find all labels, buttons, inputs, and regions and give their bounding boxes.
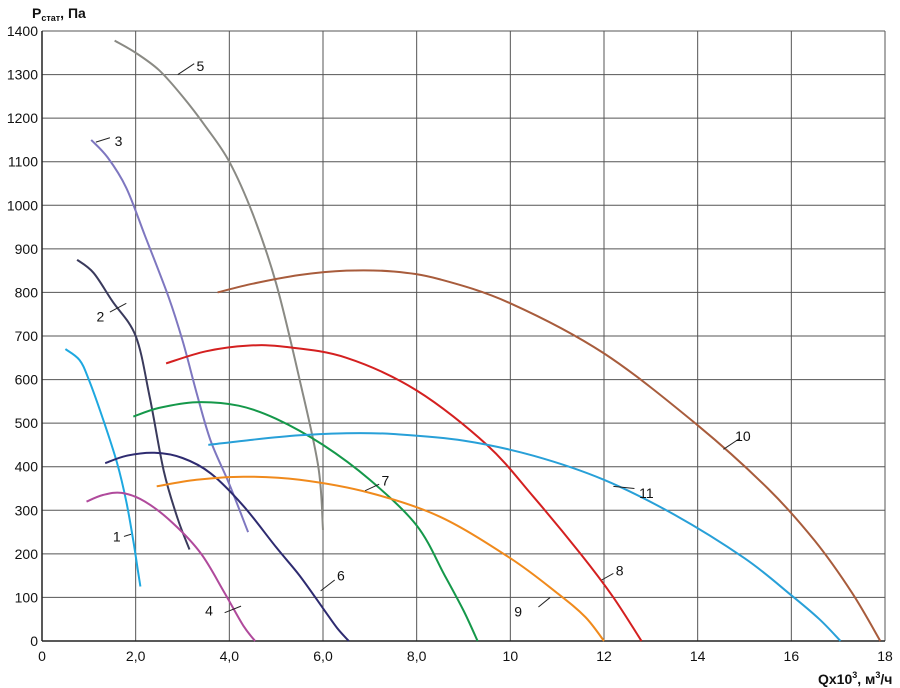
grid: [42, 30, 886, 641]
tick-labels: 0 2,0 4,0 6,0 8,0 10 12 14 16 1801002003004005006…: [7, 23, 893, 664]
series-curve-4: [86, 491, 256, 642]
series-curve-9: [156, 475, 605, 642]
curve-label-7: 7: [382, 473, 390, 489]
y-tick-label: 1000: [7, 197, 38, 213]
y-tick-label: 400: [15, 459, 39, 475]
y-tick-label: 200: [15, 546, 39, 562]
x-tick-label: 4,0: [220, 648, 240, 664]
curve-label-4: 4: [205, 603, 213, 619]
leader-line-7: [364, 483, 380, 492]
series-curve-8: [165, 344, 643, 642]
x-tick-label: 12: [596, 648, 612, 664]
axes: [41, 31, 885, 642]
leader-line-4: [224, 605, 242, 614]
leader-line-10: [723, 437, 741, 450]
y-tick-label: 1200: [7, 110, 38, 126]
y-tick-label: 300: [15, 502, 39, 518]
x-axis-title: Qx103, м3/ч: [818, 670, 892, 687]
y-tick-label: 800: [15, 284, 39, 300]
curve-label-6: 6: [337, 568, 345, 584]
y-tick-label: 600: [15, 372, 39, 388]
leader-line-6: [320, 579, 336, 592]
series-curve-10: [217, 269, 882, 642]
y-tick-label: 1300: [7, 67, 38, 83]
curve-label-1: 1: [113, 528, 121, 544]
leader-line-1: [123, 533, 132, 537]
y-tick-label: 900: [15, 241, 39, 257]
x-tick-label: 2,0: [126, 648, 146, 664]
series-curve-7: [132, 401, 479, 642]
curve-label-9: 9: [514, 603, 522, 619]
y-tick-label: 500: [15, 415, 39, 431]
curve-labels: 1 2 3 4 5 6 7 8 9 10 11: [95, 58, 751, 619]
y-axis-title: Pстат, Па: [32, 5, 86, 23]
leader-line-9: [538, 597, 551, 608]
x-tick-label: 16: [784, 648, 800, 664]
leader-line-8: [601, 573, 614, 581]
curve-label-3: 3: [115, 133, 123, 149]
y-tick-label: 700: [15, 328, 39, 344]
curve-label-5: 5: [197, 58, 205, 74]
series-curve-11: [208, 432, 842, 642]
series-curve-2: [76, 258, 191, 550]
y-tick-label: 0: [30, 633, 38, 649]
leader-line-3: [95, 137, 111, 143]
series-curves: [64, 39, 882, 642]
curve-label-2: 2: [96, 308, 104, 324]
series-curve-6: [104, 451, 350, 642]
series-curve-3: [90, 139, 250, 533]
series-curve-1: [64, 348, 142, 587]
x-tick-label: 8,0: [407, 648, 427, 664]
y-tick-label: 100: [15, 589, 39, 605]
x-tick-label: 10: [503, 648, 519, 664]
y-tick-label: 1100: [8, 154, 38, 170]
y-tick-label: 1400: [7, 23, 38, 39]
series-curve-5: [114, 39, 324, 530]
curve-label-8: 8: [616, 562, 624, 578]
leader-line-2: [109, 302, 127, 313]
x-tick-label: 0: [38, 648, 46, 664]
x-tick-label: 14: [690, 648, 706, 664]
leader-line-5: [177, 63, 195, 75]
x-tick-label: 18: [877, 648, 893, 664]
x-tick-label: 6,0: [313, 648, 333, 664]
curve-label-11: 11: [639, 485, 654, 501]
curve-label-10: 10: [735, 428, 751, 444]
leader-line-11: [613, 485, 635, 489]
